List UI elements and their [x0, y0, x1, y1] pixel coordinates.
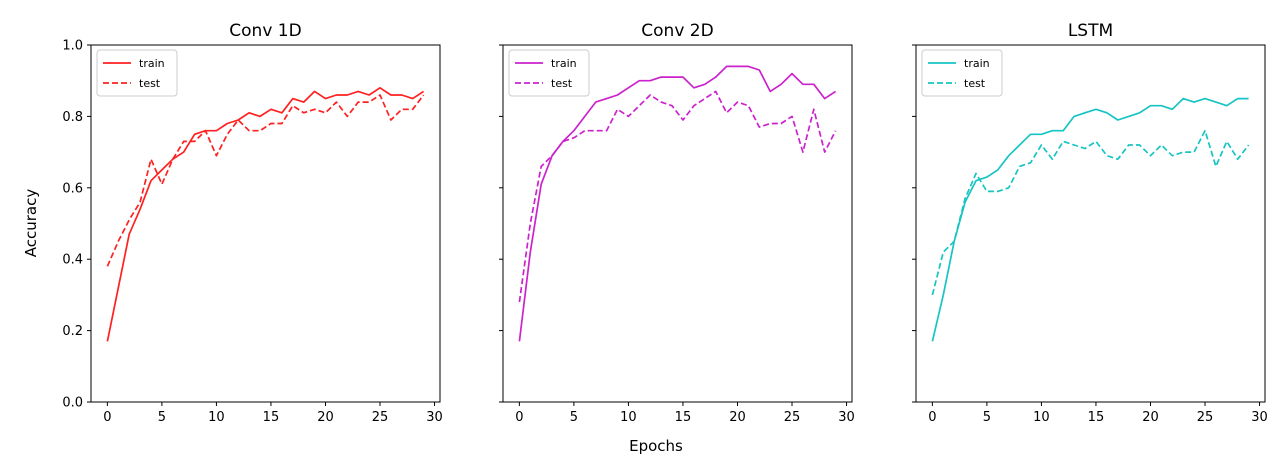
chart-title: Conv 1D	[229, 21, 301, 41]
x-tick-label: 0	[928, 410, 936, 425]
chart-panel-2: LSTM 0 5 10 15 20 25 30 train test	[912, 21, 1268, 425]
legend: train test	[921, 49, 1003, 97]
series-line-train	[106, 86, 425, 342]
panels: Conv 1D 0 5 10 15 20 25 30 0.0 0.2 0.4 0.6 0.8 1.0 tra…	[62, 21, 1268, 425]
series-line-test	[518, 90, 837, 303]
y-tick-label: 0.2	[62, 324, 83, 339]
series-line-train	[518, 65, 837, 342]
x-tick-label: 30	[1251, 410, 1268, 425]
chart-panel-0: Conv 1D 0 5 10 15 20 25 30 0.0 0.2 0.4 0.6 0.8 1.0 tra…	[62, 21, 443, 425]
x-tick-label: 30	[838, 410, 855, 425]
legend-label-test: test	[964, 77, 986, 90]
x-tick-label: 15	[263, 410, 280, 425]
axes-frame	[915, 44, 1266, 403]
series-line-test	[931, 129, 1250, 296]
y-tick-label: 0.6	[62, 181, 83, 196]
legend-label-train: train	[139, 57, 165, 70]
chart-title: LSTM	[1068, 21, 1113, 41]
axes-frame	[90, 44, 441, 403]
x-tick-label: 0	[515, 410, 523, 425]
legend-label-train: train	[964, 57, 990, 70]
x-tick-label: 5	[983, 410, 991, 425]
chart-title: Conv 2D	[641, 21, 713, 41]
y-tick-label: 0.0	[62, 396, 83, 411]
x-tick-label: 15	[675, 410, 692, 425]
legend-box	[96, 49, 178, 97]
figure-xlabel: Epochs	[629, 437, 683, 455]
figure-ylabel: Accuracy	[22, 189, 40, 258]
y-tick-label: 1.0	[62, 39, 83, 54]
legend-label-test: test	[551, 77, 573, 90]
x-tick-label: 25	[372, 410, 389, 425]
legend: train test	[508, 49, 590, 97]
legend-label-train: train	[551, 57, 577, 70]
x-tick-label: 10	[1033, 410, 1050, 425]
y-tick-label: 0.4	[62, 253, 83, 268]
x-tick-label: 20	[1142, 410, 1159, 425]
legend-label-test: test	[139, 77, 161, 90]
x-tick-label: 25	[1197, 410, 1214, 425]
x-tick-label: 25	[784, 410, 801, 425]
x-tick-label: 5	[570, 410, 578, 425]
x-tick-label: 20	[317, 410, 334, 425]
x-tick-label: 30	[426, 410, 443, 425]
x-tick-label: 0	[103, 410, 111, 425]
series-line-test	[106, 94, 425, 267]
x-tick-label: 10	[208, 410, 225, 425]
axes-frame	[502, 44, 853, 403]
series-line-train	[931, 97, 1249, 342]
chart-panel-1: Conv 2D 0 5 10 15 20 25 30 train test	[499, 21, 855, 425]
legend: train test	[96, 49, 178, 97]
y-tick-label: 0.8	[62, 110, 83, 125]
x-tick-label: 10	[620, 410, 637, 425]
x-tick-label: 5	[158, 410, 166, 425]
x-tick-label: 20	[729, 410, 746, 425]
x-tick-label: 15	[1088, 410, 1105, 425]
legend-box	[921, 49, 1003, 97]
legend-box	[508, 49, 590, 97]
